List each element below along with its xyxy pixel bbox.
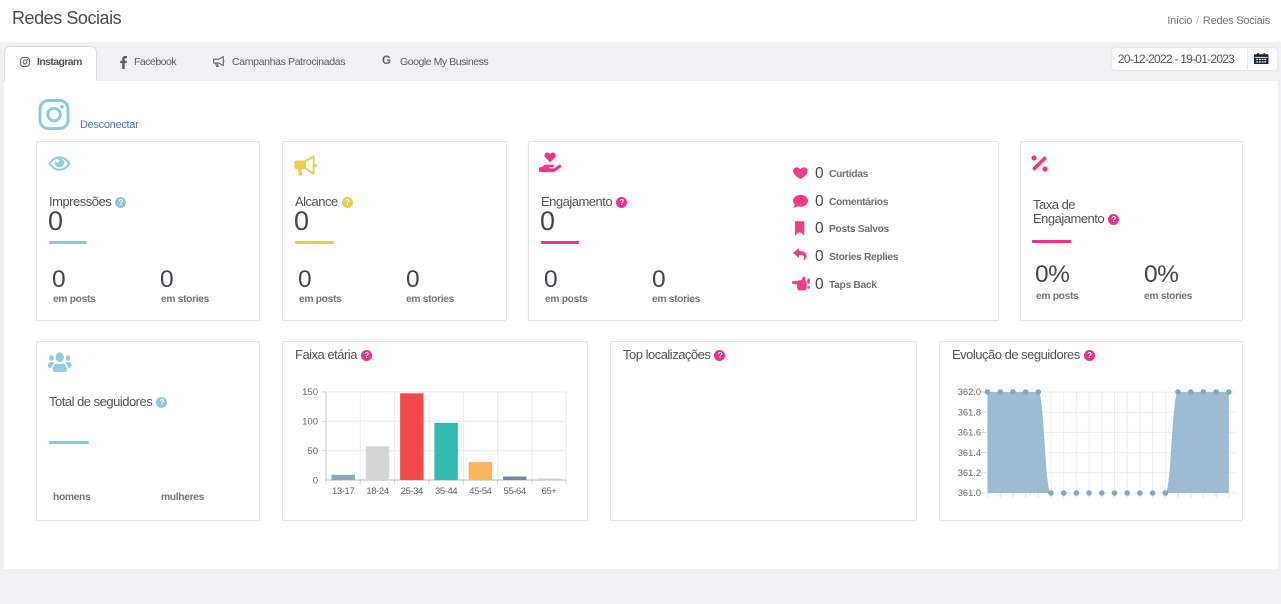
svg-text:361.2: 361.2: [958, 468, 981, 478]
svg-text:361.0: 361.0: [958, 488, 981, 498]
svg-text:100: 100: [302, 417, 318, 428]
svg-text:45-54: 45-54: [469, 486, 491, 497]
svg-text:65+: 65+: [542, 486, 558, 497]
svg-text:50: 50: [307, 446, 318, 457]
svg-text:150: 150: [302, 387, 318, 398]
svg-text:35-44: 35-44: [435, 486, 457, 497]
svg-text:25-34: 25-34: [401, 486, 423, 497]
svg-text:55-64: 55-64: [504, 486, 526, 497]
svg-text:18-24: 18-24: [366, 486, 388, 497]
svg-text:361.4: 361.4: [958, 448, 981, 458]
svg-text:0: 0: [313, 475, 318, 486]
svg-text:361.6: 361.6: [958, 428, 981, 438]
svg-text:361.8: 361.8: [958, 407, 981, 417]
svg-text:13-17: 13-17: [332, 486, 354, 497]
svg-text:362.0: 362.0: [958, 387, 981, 397]
